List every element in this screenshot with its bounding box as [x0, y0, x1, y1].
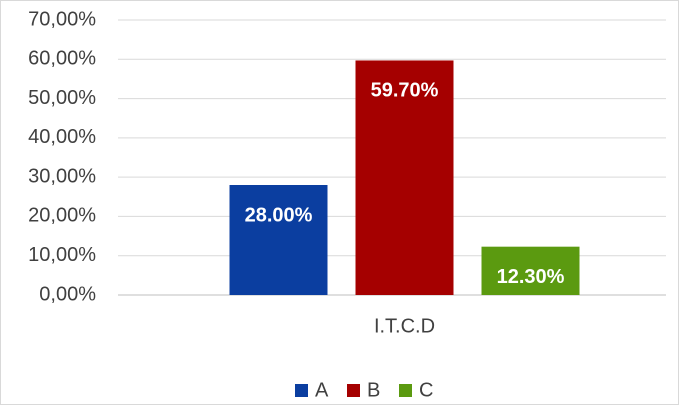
legend-swatch — [399, 384, 412, 397]
y-tick-label: 0,00% — [39, 283, 96, 305]
x-tick-label: I.T.C.D — [374, 315, 435, 337]
legend-label: A — [315, 379, 329, 401]
y-tick-label: 40,00% — [28, 126, 96, 148]
y-tick-label: 10,00% — [28, 244, 96, 266]
y-tick-label: 50,00% — [28, 87, 96, 109]
data-label: 12.30% — [497, 266, 565, 288]
legend-label: B — [367, 379, 380, 401]
data-label: 28.00% — [245, 204, 313, 226]
y-tick-label: 70,00% — [28, 8, 96, 30]
y-tick-label: 20,00% — [28, 205, 96, 227]
y-tick-label: 30,00% — [28, 165, 96, 187]
bar — [355, 60, 454, 295]
bar — [229, 185, 328, 295]
bar — [481, 246, 580, 295]
data-label: 59.70% — [371, 80, 439, 102]
legend-swatch — [295, 384, 308, 397]
legend-label: C — [419, 379, 433, 401]
legend-swatch — [347, 384, 360, 397]
y-tick-label: 60,00% — [28, 48, 96, 70]
